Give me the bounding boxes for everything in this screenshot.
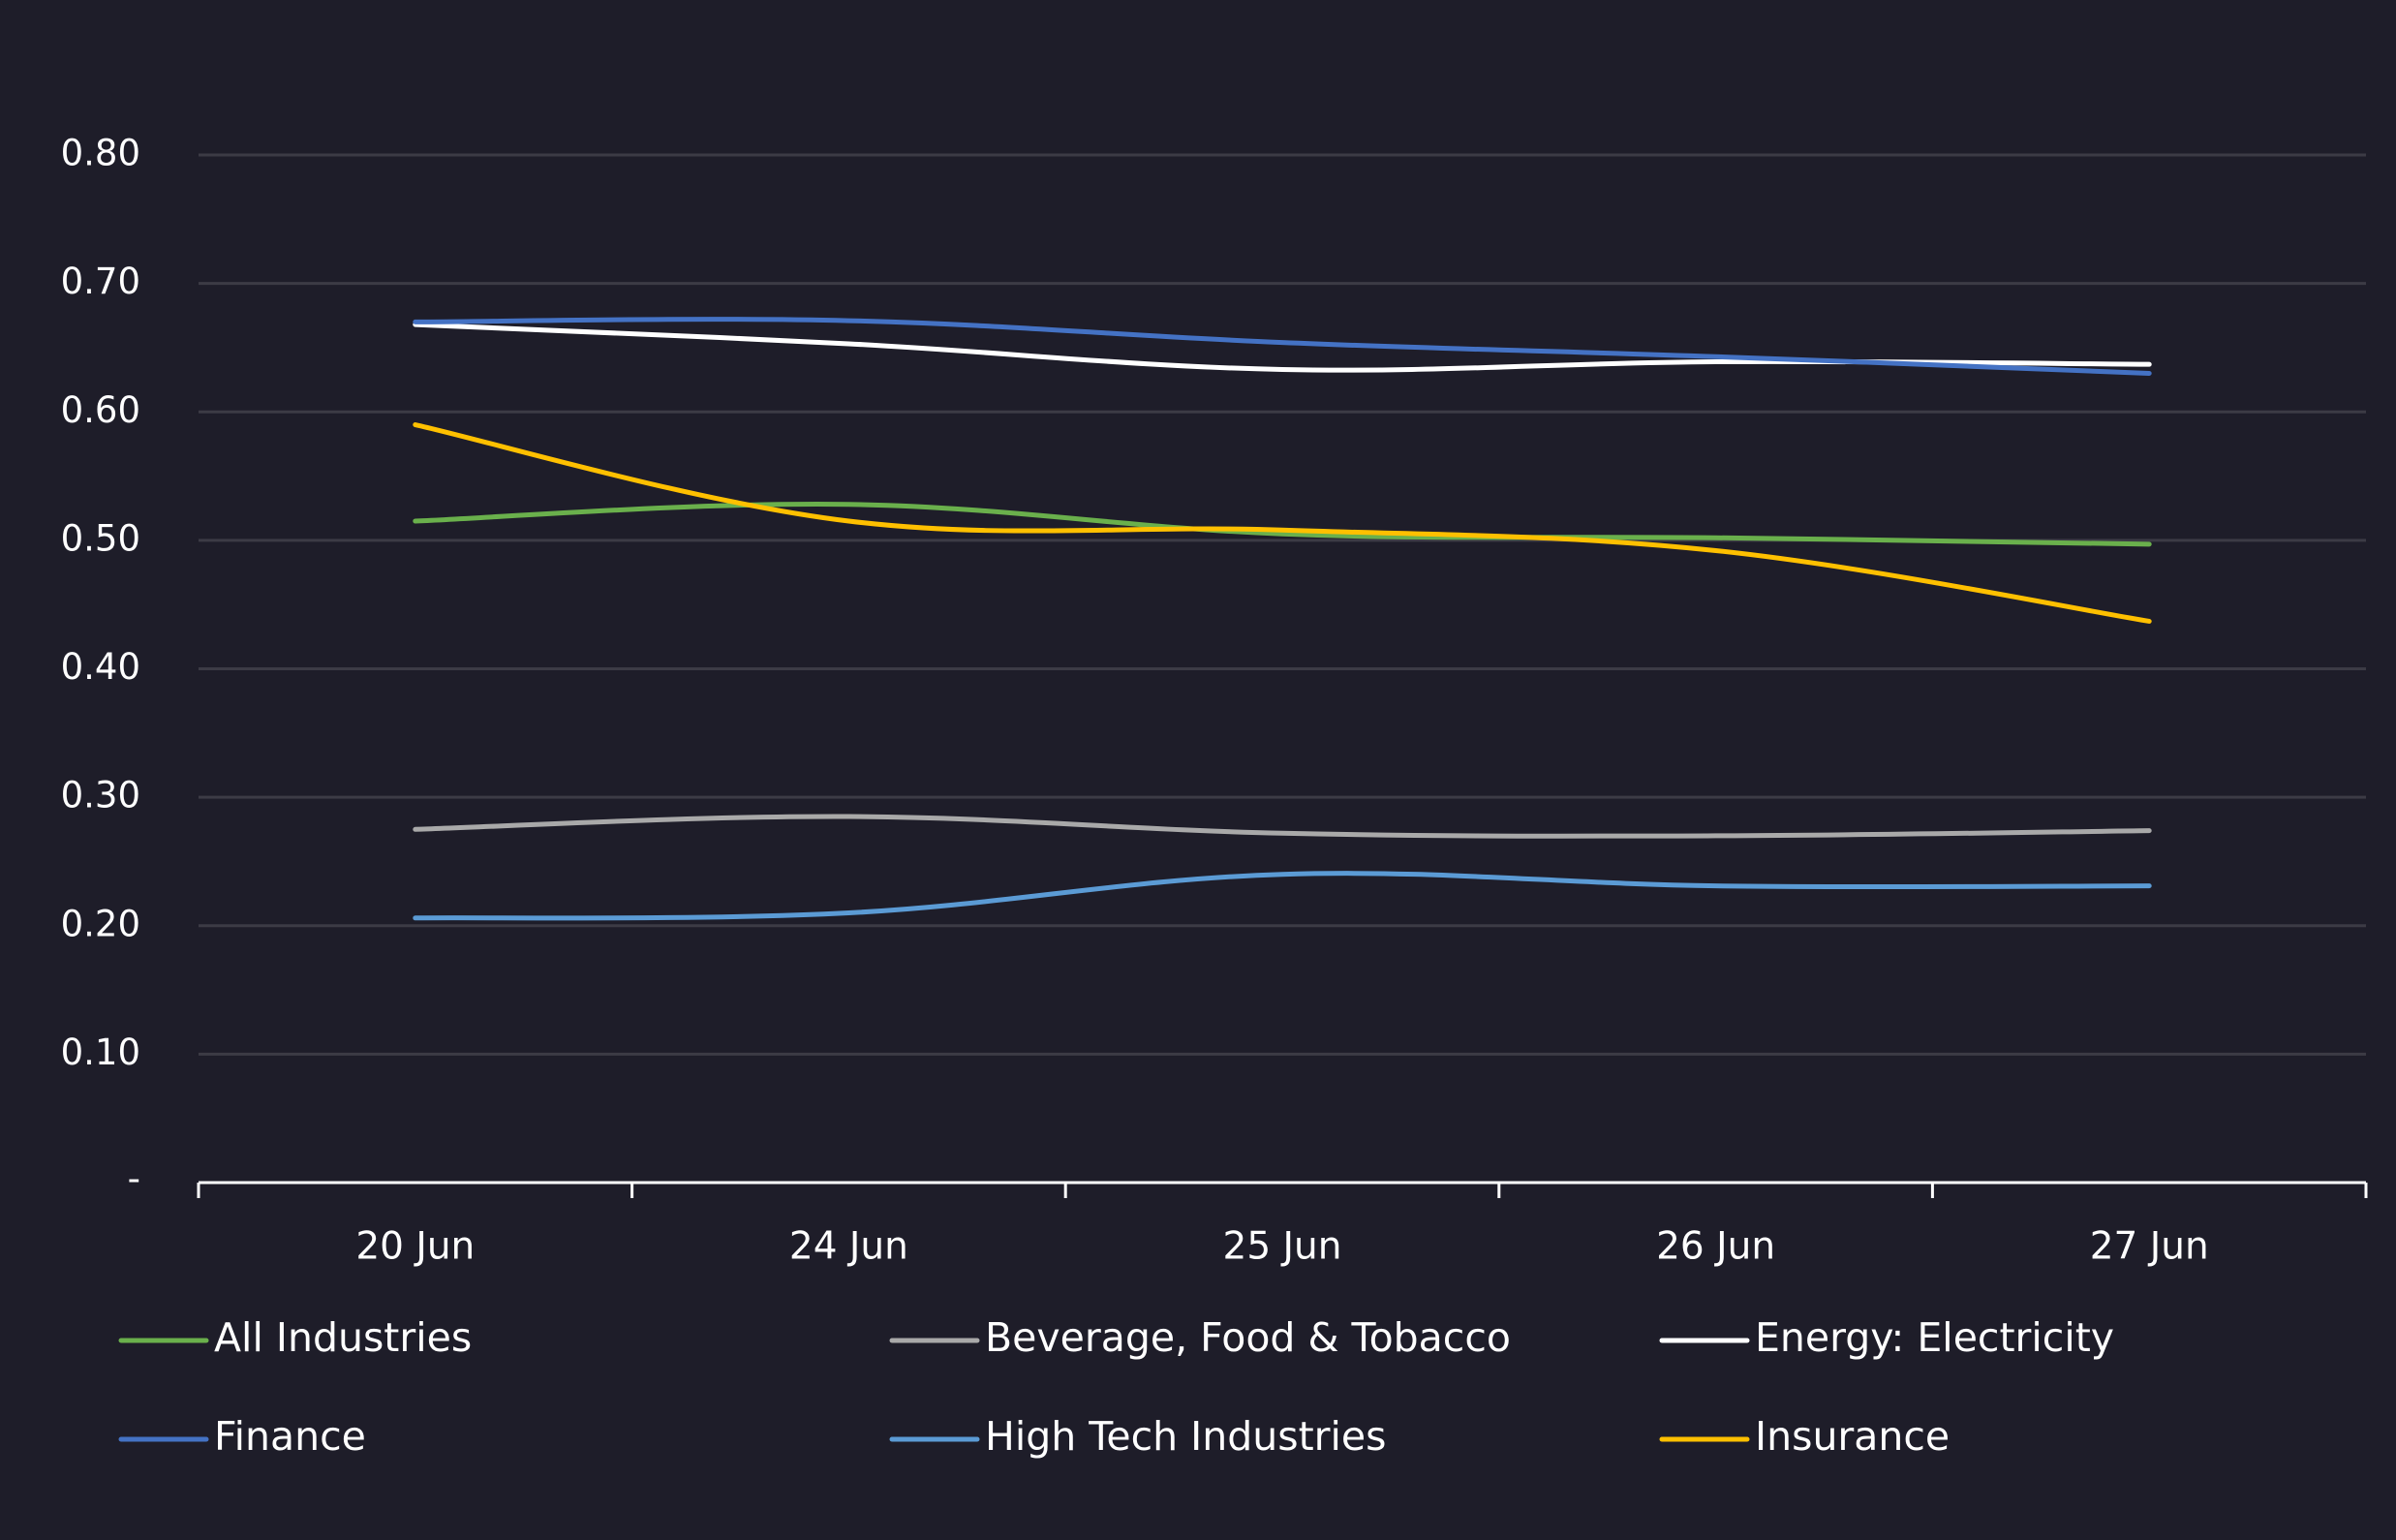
series-line-high-tech-industries — [413, 871, 2152, 921]
series-line-all-industries — [413, 502, 2152, 547]
legend-item-all-industries[interactable]: All Industries — [118, 1314, 472, 1361]
legend-label: Beverage, Food & Tobacco — [985, 1314, 1511, 1361]
y-tick-label: - — [128, 1158, 140, 1200]
legend: All Industries Beverage, Food & Tobacco En… — [118, 1314, 2114, 1460]
y-tick-label: 0.40 — [61, 646, 140, 688]
legend-label: All Industries — [214, 1314, 472, 1361]
y-tick-label: 0.10 — [61, 1032, 140, 1073]
x-tick-label: 24 Jun — [789, 1225, 908, 1269]
y-tick-label: 0.70 — [61, 261, 140, 302]
legend-item-beverage-food-tobacco[interactable]: Beverage, Food & Tobacco — [889, 1314, 1511, 1361]
legend-label: Energy: Electricity — [1755, 1314, 2114, 1361]
x-tick-label: 26 Jun — [1656, 1225, 1775, 1269]
series-line-insurance — [413, 422, 2152, 624]
y-tick-label: 0.50 — [61, 517, 140, 559]
y-tick-label: 0.30 — [61, 775, 140, 816]
legend-label: Finance — [214, 1413, 366, 1460]
legend-item-insurance[interactable]: Insurance — [1659, 1413, 1950, 1460]
legend-label: Insurance — [1755, 1413, 1950, 1460]
series-lines — [413, 317, 2152, 921]
series-line-beverage-food-tobacco — [413, 814, 2152, 839]
legend-item-energy-electricity[interactable]: Energy: Electricity — [1659, 1314, 2114, 1361]
y-tick-label: 0.80 — [61, 133, 140, 174]
y-tick-label: 0.60 — [61, 389, 140, 431]
x-tick-label: 20 Jun — [355, 1225, 475, 1269]
gridlines — [199, 153, 2366, 1056]
y-tick-label: 0.20 — [61, 903, 140, 944]
legend-item-high-tech-industries[interactable]: High Tech Industries — [889, 1413, 1386, 1460]
x-axis: 20 Jun 24 Jun 25 Jun 26 Jun 27 Jun — [197, 1181, 2368, 1269]
y-axis-ticks: - 0.10 0.20 0.30 0.40 0.50 0.60 0.70 0.80 — [61, 133, 140, 1200]
series-line-finance — [413, 317, 2152, 376]
x-tick-label: 27 Jun — [2090, 1225, 2209, 1269]
legend-label: High Tech Industries — [985, 1413, 1386, 1460]
x-tick-label: 25 Jun — [1223, 1225, 1342, 1269]
legend-item-finance[interactable]: Finance — [118, 1413, 366, 1460]
